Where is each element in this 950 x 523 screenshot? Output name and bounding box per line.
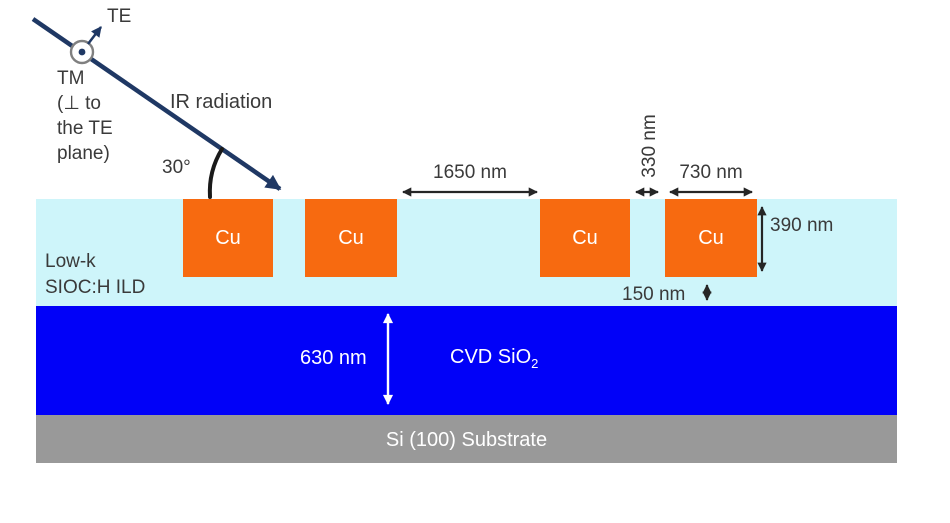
cu-block-1: Cu [183,199,273,277]
cu-block-1-label: Cu [215,226,241,249]
dim-label-150: 150 nm [622,284,686,305]
sio2-label-subscript: 2 [531,356,539,371]
substrate-layer [36,415,897,463]
ild-layer-label: Low-k SIOC:H ILD [45,251,146,298]
dim-label-630: 630 nm [300,347,367,369]
cu-block-2: Cu [305,199,397,277]
ir-radiation-label: IR radiation [170,91,273,113]
dim-label-390: 390 nm [770,215,834,236]
sio2-layer [36,306,897,415]
dim-label-1650: 1650 nm [433,162,507,183]
ild-layer [36,199,897,306]
dim-label-330: 330 nm [639,114,660,178]
tm-polarization-circle [69,39,95,65]
cu-block-3: Cu [540,199,630,277]
cu-block-2-label: Cu [338,226,364,249]
tm-dot-icon [78,48,86,56]
sio2-label-main: CVD SiO [450,346,532,368]
sio2-layer-label: CVD SiO2 [450,345,538,372]
substrate-layer-label: Si (100) Substrate [385,429,548,451]
tm-label: TM (⊥ to the TE plane) [57,68,113,164]
incidence-angle-arc [207,147,224,199]
te-label: TE [107,6,132,27]
incidence-angle-label: 30° [162,157,191,178]
te-arrow [87,26,102,45]
dim-label-730: 730 nm [679,162,743,183]
cu-block-4: Cu [665,199,757,277]
cu-block-4-label: Cu [698,226,724,249]
cu-block-3-label: Cu [572,226,598,249]
